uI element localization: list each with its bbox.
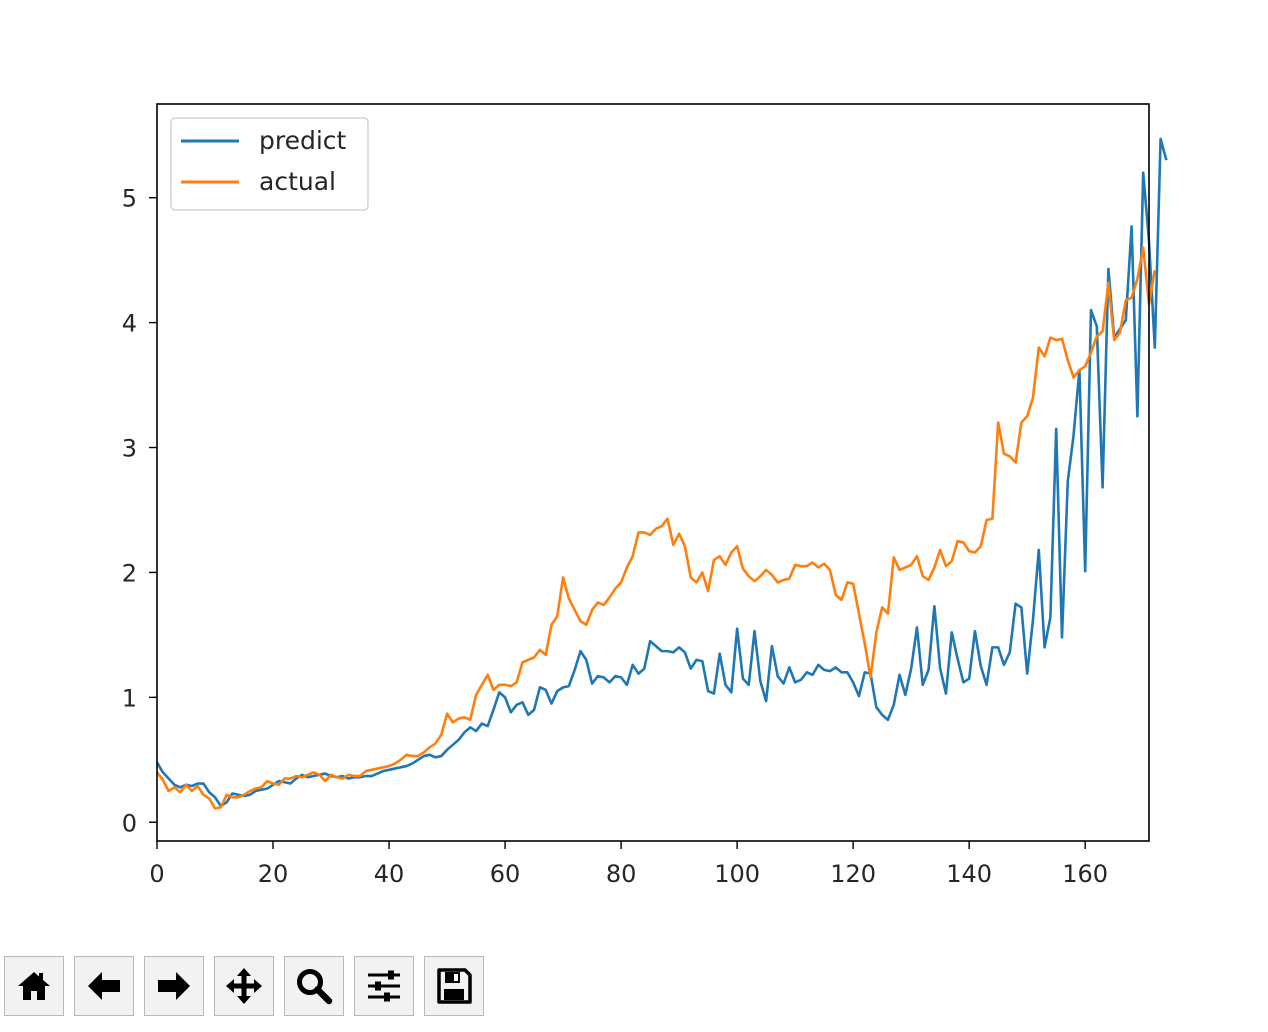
back-button[interactable]	[74, 956, 134, 1016]
x-tick-label: 0	[149, 860, 164, 888]
chart-figure: 0 20 40 60 80 100 120 140 160 0 1 2 3 4 5 predict act…	[121, 103, 1168, 888]
x-tick-label: 120	[830, 860, 876, 888]
zoom-button[interactable]	[284, 956, 344, 1016]
y-tick-label: 3	[122, 435, 137, 463]
y-axis: 0 1 2 3 4 5	[122, 185, 157, 837]
navigation-toolbar	[4, 956, 484, 1020]
x-axis: 0 20 40 60 80 100 120 140 160	[149, 841, 1108, 888]
x-tick-label: 100	[714, 860, 760, 888]
move-icon	[226, 968, 262, 1004]
y-tick-label: 1	[122, 684, 137, 712]
plot-area-frame	[156, 103, 1150, 842]
x-tick-label: 80	[606, 860, 637, 888]
legend: predict actual	[170, 117, 369, 211]
legend-label-actual: actual	[259, 167, 336, 196]
x-tick-label: 20	[258, 860, 289, 888]
pan-button[interactable]	[214, 956, 274, 1016]
x-tick-label: 40	[374, 860, 405, 888]
y-tick-label: 0	[122, 809, 137, 837]
x-tick-label: 60	[490, 860, 521, 888]
forward-button[interactable]	[144, 956, 204, 1016]
magnifier-icon	[297, 969, 333, 1005]
configure-subplots-button[interactable]	[354, 956, 414, 1016]
y-tick-label: 4	[122, 310, 137, 338]
plot-lines	[155, 137, 1168, 810]
sliders-icon	[368, 970, 400, 1002]
legend-label-predict: predict	[259, 126, 347, 155]
series-line-actual	[155, 246, 1157, 810]
y-tick-label: 2	[122, 559, 137, 587]
x-tick-label: 140	[946, 860, 992, 888]
arrow-left-icon	[88, 972, 120, 1000]
floppy-disk-icon	[437, 968, 472, 1004]
arrow-right-icon	[158, 972, 190, 1000]
y-tick-label: 5	[122, 185, 137, 213]
home-button[interactable]	[4, 956, 64, 1016]
x-tick-label: 160	[1062, 860, 1108, 888]
save-button[interactable]	[424, 956, 484, 1016]
series-line-predict	[155, 137, 1168, 808]
home-icon	[18, 972, 50, 1000]
